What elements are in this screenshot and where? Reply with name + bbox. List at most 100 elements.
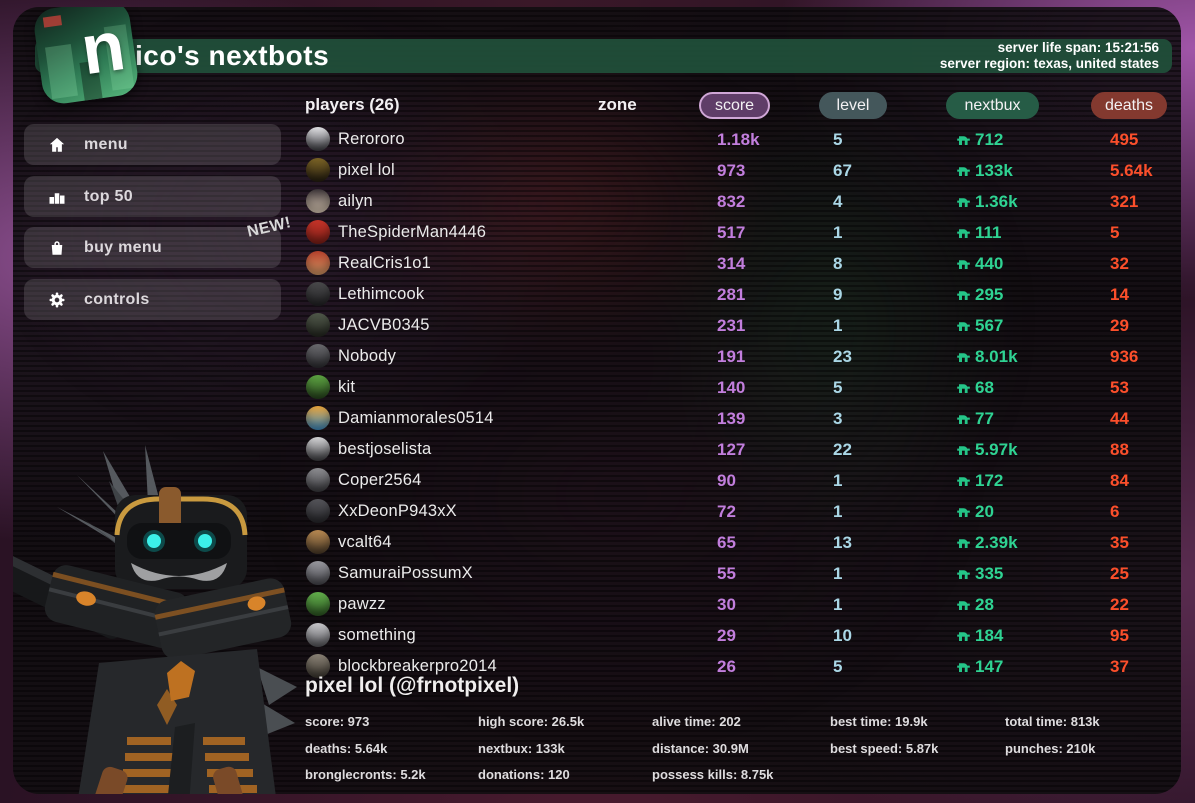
nextbux-value: 2.39k — [957, 527, 1018, 558]
avatar — [306, 530, 330, 554]
level-value: 8 — [833, 254, 843, 273]
table-row[interactable]: Coper2564 90 1 172 84 — [13, 465, 1181, 496]
score-value: 973 — [717, 161, 746, 180]
level-value: 23 — [833, 347, 852, 366]
sidebar-item-menu[interactable]: menu — [24, 124, 281, 165]
deaths-column-header[interactable]: deaths — [1091, 92, 1167, 119]
avatar — [306, 220, 330, 244]
nextbux-value: 28 — [957, 589, 994, 620]
table-row[interactable]: Nobody 191 23 8.01k 936 — [13, 341, 1181, 372]
score-column-header[interactable]: score — [699, 92, 770, 119]
deaths-value: 32 — [1110, 254, 1129, 273]
table-row[interactable]: Rerororo 1.18k 5 712 495 — [13, 124, 1181, 155]
nextbux-icon — [957, 446, 970, 455]
player-name: something — [338, 626, 416, 644]
level-value: 1 — [833, 502, 843, 521]
level-value: 1 — [833, 223, 843, 242]
sidebar-item-top50[interactable]: top 50 — [24, 176, 281, 217]
nextbux-value: 1.36k — [957, 186, 1018, 217]
nextbux-icon — [957, 601, 970, 610]
table-row[interactable]: pawzz 30 1 28 22 — [13, 589, 1181, 620]
nextbux-icon — [957, 291, 970, 300]
table-row[interactable]: something 29 10 184 95 — [13, 620, 1181, 651]
score-value: 314 — [717, 254, 746, 273]
level-value: 5 — [833, 130, 843, 149]
avatar — [306, 592, 330, 616]
avatar — [306, 561, 330, 585]
nextbux-icon — [957, 167, 970, 176]
table-row[interactable]: RealCris1o1 314 8 440 32 — [13, 248, 1181, 279]
level-value: 9 — [833, 285, 843, 304]
avatar — [306, 623, 330, 647]
stat-deaths: deaths: 5.64k — [305, 741, 388, 756]
table-row[interactable]: pixel lol 973 67 133k 5.64k — [13, 155, 1181, 186]
table-row[interactable]: kit 140 5 68 53 — [13, 372, 1181, 403]
avatar — [306, 499, 330, 523]
level-value: 5 — [833, 657, 843, 676]
podium-icon — [48, 188, 66, 206]
deaths-value: 14 — [1110, 285, 1129, 304]
nextbux-value: 712 — [957, 124, 1003, 155]
player-name: Nobody — [338, 347, 397, 365]
deaths-value: 6 — [1110, 502, 1120, 521]
level-column-header[interactable]: level — [819, 92, 887, 119]
nextbux-number: 68 — [975, 378, 994, 397]
avatar — [306, 282, 330, 306]
nextbux-icon — [957, 384, 970, 393]
avatar — [306, 375, 330, 399]
score-value: 191 — [717, 347, 746, 366]
table-row[interactable]: Damianmorales0514 139 3 77 44 — [13, 403, 1181, 434]
table-row[interactable]: vcalt64 65 13 2.39k 35 — [13, 527, 1181, 558]
nextbux-number: 440 — [975, 254, 1004, 273]
nextbux-number: 1.36k — [975, 192, 1018, 211]
gear-icon — [48, 291, 66, 309]
sidebar-item-controls[interactable]: controls — [24, 279, 281, 320]
table-row[interactable]: SamuraiPossumX 55 1 335 25 — [13, 558, 1181, 589]
table-row[interactable]: bestjoselista 127 22 5.97k 88 — [13, 434, 1181, 465]
level-value: 13 — [833, 533, 852, 552]
nextbux-number: 2.39k — [975, 533, 1018, 552]
table-row[interactable]: TheSpiderMan4446 517 1 111 5 — [13, 217, 1181, 248]
sidebar-item-label: controls — [84, 290, 150, 308]
sidebar-item-buy-menu[interactable]: buy menu — [24, 227, 281, 268]
player-rows: Rerororo 1.18k 5 712 495 pixel lol 973 6… — [13, 124, 1181, 682]
player-name: kit — [338, 378, 356, 396]
player-name: vcalt64 — [338, 533, 392, 551]
shopping-bag-icon — [48, 239, 66, 257]
server-info: server life span: 15:21:56 server region… — [940, 40, 1159, 72]
level-value: 10 — [833, 626, 852, 645]
nextbux-value: 20 — [957, 496, 994, 527]
deaths-value: 25 — [1110, 564, 1129, 583]
player-name: blockbreakerpro2014 — [338, 657, 497, 675]
level-value: 4 — [833, 192, 843, 211]
deaths-value: 321 — [1110, 192, 1139, 211]
table-row[interactable]: JACVB0345 231 1 567 29 — [13, 310, 1181, 341]
server-region: server region: texas, united states — [939, 56, 1159, 71]
level-value: 1 — [833, 595, 843, 614]
table-row[interactable]: blockbreakerpro2014 26 5 147 37 — [13, 651, 1181, 682]
nextbux-number: 20 — [975, 502, 994, 521]
table-row[interactable]: XxDeonP943xX 72 1 20 6 — [13, 496, 1181, 527]
nextbux-number: 133k — [975, 161, 1013, 180]
stat-donations: donations: 120 — [478, 767, 570, 782]
nextbux-column-header[interactable]: nextbux — [946, 92, 1039, 119]
nextbux-value: 8.01k — [957, 341, 1018, 372]
selected-player-title: pixel lol (@frnotpixel) — [305, 674, 520, 697]
nextbux-icon — [957, 539, 970, 548]
nextbux-number: 77 — [975, 409, 994, 428]
score-value: 517 — [717, 223, 746, 242]
nextbux-icon — [957, 136, 970, 145]
nextbux-number: 172 — [975, 471, 1004, 490]
nextbux-number: 28 — [975, 595, 994, 614]
nextbux-icon — [957, 353, 970, 362]
player-name: JACVB0345 — [338, 316, 430, 334]
nextbux-icon — [957, 570, 970, 579]
nextbux-value: 77 — [957, 403, 994, 434]
level-value: 1 — [833, 471, 843, 490]
table-row[interactable]: Lethimcook 281 9 295 14 — [13, 279, 1181, 310]
table-row[interactable]: ailyn 832 4 1.36k 321 — [13, 186, 1181, 217]
player-name: pawzz — [338, 595, 386, 613]
nextbux-icon — [957, 229, 970, 238]
nextbux-value: 184 — [957, 620, 1003, 651]
score-value: 127 — [717, 440, 746, 459]
